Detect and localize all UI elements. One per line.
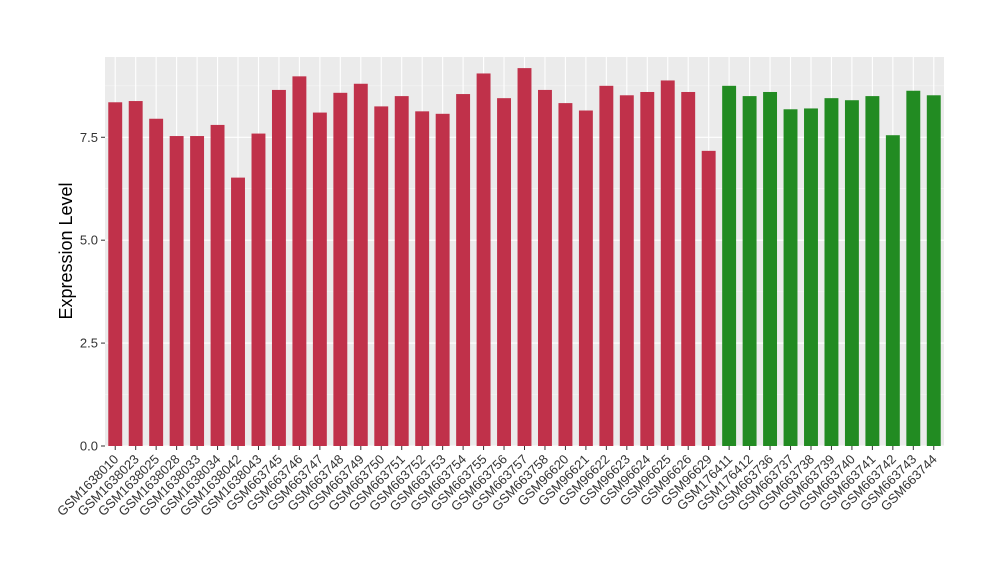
bar [906, 90, 921, 447]
bar [660, 80, 675, 446]
bar [701, 150, 716, 446]
bar [763, 91, 778, 447]
bar [783, 109, 798, 446]
bar [517, 68, 532, 446]
bar [722, 85, 737, 446]
bar [558, 103, 573, 447]
y-tick-label: 0.0 [80, 439, 98, 454]
y-tick-label: 7.5 [80, 130, 98, 145]
bar [599, 85, 614, 446]
bar [149, 118, 164, 446]
bar [333, 92, 348, 447]
bar [926, 95, 941, 447]
bar [374, 106, 389, 447]
bar [640, 91, 655, 447]
bar [231, 177, 245, 446]
bars [108, 68, 941, 447]
bar [497, 98, 511, 446]
bar [538, 89, 552, 446]
bar [108, 102, 123, 446]
bar [394, 96, 409, 446]
bar [456, 94, 471, 447]
y-axis-ticks: 0.0 2.5 5.0 7.5 [80, 130, 105, 454]
bar [435, 113, 450, 447]
bar [824, 98, 839, 446]
bar [353, 83, 368, 446]
bar [128, 101, 143, 446]
bar [619, 95, 634, 447]
bar [312, 112, 327, 447]
bar [210, 124, 225, 447]
bar [476, 73, 491, 446]
bar [865, 96, 880, 446]
bar [190, 136, 205, 447]
bar [271, 89, 286, 446]
bar [804, 108, 818, 447]
y-axis-title: Expression Level [56, 182, 76, 319]
bar [251, 133, 266, 447]
bar [578, 110, 593, 446]
bar [742, 96, 757, 446]
x-axis-ticks: GSM1638010GSM1638023GSM1638025GSM1638028… [54, 446, 940, 519]
y-tick-label: 2.5 [80, 336, 98, 351]
bar [844, 100, 859, 446]
y-tick-label: 5.0 [80, 233, 98, 248]
bar [885, 135, 900, 446]
bar [169, 136, 184, 447]
bar [415, 111, 430, 446]
bar [681, 91, 696, 447]
bar [292, 76, 307, 446]
